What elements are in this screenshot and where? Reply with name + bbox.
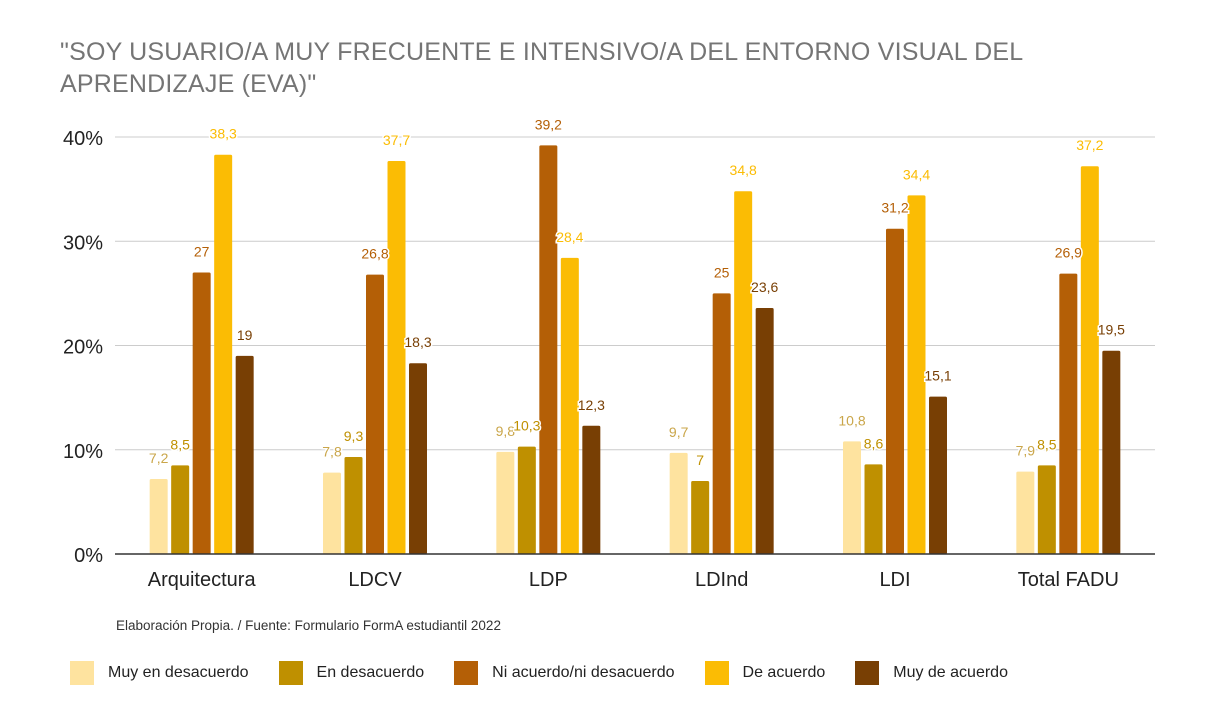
legend: Muy en desacuerdo En desacuerdo Ni acuerdo… — [70, 660, 1038, 686]
bar — [1080, 166, 1099, 554]
bar — [669, 452, 688, 554]
bar-data-label: 10,3 — [513, 418, 540, 434]
bar-data-label: 9,3 — [344, 428, 364, 444]
bar-data-label: 38,3 — [210, 126, 237, 142]
legend-item: Muy en desacuerdo — [70, 661, 249, 685]
legend-label: Ni acuerdo/ni desacuerdo — [492, 664, 675, 681]
y-tick-label: 40% — [63, 128, 103, 150]
bar-data-label: 7,8 — [322, 444, 342, 460]
x-tick-label: LDInd — [695, 569, 748, 591]
legend-label: En desacuerdo — [316, 664, 425, 681]
y-tick-label: 0% — [74, 545, 103, 567]
bar-data-label: 15,1 — [924, 368, 951, 384]
x-axis: Arquitectura LDCV LDP LDInd LDI Total FADU — [115, 553, 1155, 591]
bar — [1059, 273, 1078, 554]
bar — [344, 457, 363, 554]
legend-swatch — [855, 661, 880, 685]
bar — [864, 464, 883, 554]
bar-data-label: 19,5 — [1098, 322, 1125, 338]
legend-item: De acuerdo — [704, 661, 826, 685]
bar — [496, 451, 515, 554]
x-tick-label: LDP — [529, 569, 568, 591]
bar — [387, 160, 406, 555]
bar-data-label: 10,8 — [838, 412, 865, 428]
bar-data-label: 9,8 — [496, 423, 516, 439]
bar — [886, 228, 904, 555]
bar — [691, 481, 710, 554]
bar — [539, 145, 558, 554]
bar — [235, 355, 254, 554]
bar — [517, 446, 536, 554]
bar-data-label: 37,7 — [383, 132, 410, 148]
bar-data-label: 39,2 — [535, 116, 562, 132]
bar — [192, 272, 211, 554]
gridlines — [115, 136, 1155, 451]
bar — [1102, 350, 1121, 554]
bar-data-label: 27 — [194, 244, 210, 260]
bar-data-label: 8,5 — [1037, 436, 1057, 452]
bar-data-label: 8,5 — [170, 436, 190, 452]
bar-data-label: 9,7 — [669, 424, 689, 440]
legend-label: Muy en desacuerdo — [108, 664, 249, 681]
bar-data-label: 34,4 — [903, 166, 930, 182]
legend-item: Muy de acuerdo — [855, 661, 1008, 685]
bar — [582, 425, 601, 554]
bar — [149, 478, 168, 554]
bar — [214, 154, 233, 554]
y-tick-label: 10% — [63, 441, 103, 463]
x-tick-label: LDI — [879, 569, 910, 591]
legend-swatch — [278, 661, 303, 685]
bar — [929, 396, 947, 554]
bar — [1037, 465, 1056, 554]
legend-item: En desacuerdo — [278, 661, 425, 685]
source-note: Elaboración Propia. / Fuente: Formulario… — [116, 618, 501, 633]
legend-item: Ni acuerdo/ni desacuerdo — [454, 661, 675, 685]
bar — [1016, 471, 1035, 554]
bar — [907, 195, 926, 554]
legend-swatch — [70, 661, 94, 685]
bar-data-label: 7,9 — [1016, 443, 1036, 459]
bar — [755, 307, 774, 554]
bar — [409, 363, 427, 554]
x-tick-label: LDCV — [348, 569, 402, 591]
bar-data-label: 23,6 — [751, 279, 778, 295]
bar-data-label: 28,4 — [556, 229, 583, 245]
bar — [712, 293, 731, 554]
chart-title: "SOY USUARIO/A MUY FRECUENTE E INTENSIVO… — [60, 38, 1023, 98]
bar — [323, 472, 341, 554]
bar-data-label: 26,8 — [361, 246, 388, 262]
legend-label: Muy de acuerdo — [893, 664, 1008, 681]
bar-data-label: 19 — [237, 327, 253, 343]
bar-data-label: 7,2 — [149, 450, 169, 466]
bar-data-label: 31,2 — [881, 200, 908, 216]
bar-data-labels: 7,28,52738,3197,89,326,837,718,39,810,33… — [147, 115, 1126, 470]
bar — [734, 191, 753, 554]
bar-data-label: 7 — [696, 452, 704, 468]
bar-data-label: 12,3 — [578, 397, 605, 413]
bar — [171, 465, 190, 554]
bar-data-label: 26,9 — [1055, 245, 1082, 261]
bar-data-label: 18,3 — [404, 334, 431, 350]
bar-data-label: 37,2 — [1076, 137, 1103, 153]
y-tick-label: 20% — [63, 337, 103, 359]
bar-chart: 0%10%20%30%40% 7,28,52738,3197,89,326,83… — [63, 115, 1155, 591]
x-tick-label: Total FADU — [1018, 569, 1119, 591]
legend-swatch — [454, 661, 479, 685]
bar-data-label: 8,6 — [864, 435, 884, 451]
legend-swatch — [704, 661, 729, 685]
y-tick-label: 30% — [63, 232, 103, 254]
y-axis: 0% 10% 20% 30% 40% — [63, 128, 103, 567]
bar-data-label: 34,8 — [730, 162, 757, 178]
bar — [560, 257, 579, 554]
bar — [366, 274, 384, 554]
bars — [149, 145, 1121, 555]
bar — [843, 441, 861, 554]
bar-data-label: 25 — [714, 264, 730, 280]
legend-label: De acuerdo — [742, 664, 826, 681]
x-tick-label: Arquitectura — [148, 569, 257, 591]
